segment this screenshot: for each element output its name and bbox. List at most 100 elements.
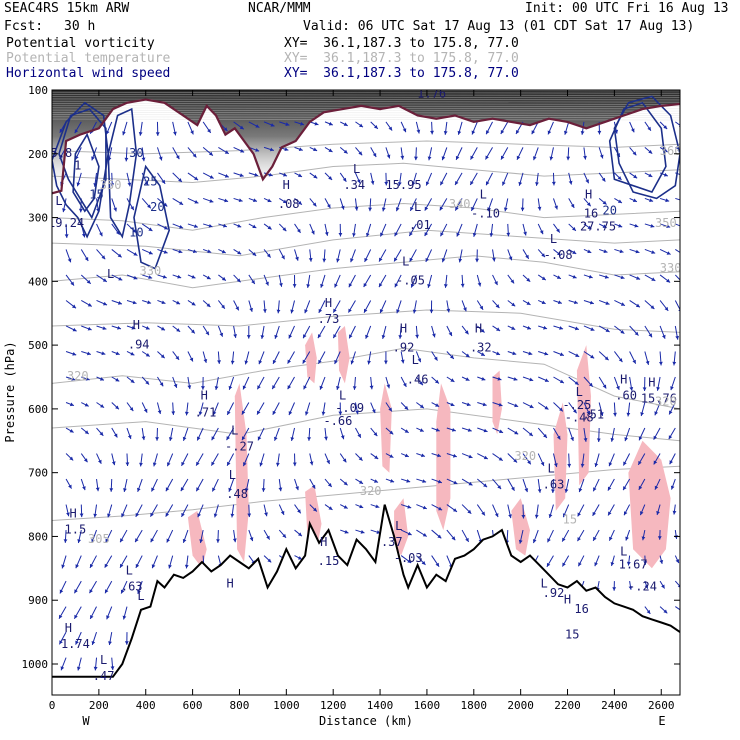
pv-shading (52, 90, 680, 194)
wind-arrow-head (593, 536, 597, 541)
wind-arrow-head (626, 412, 631, 417)
field-label-value: .94 (128, 337, 150, 351)
wind-arrow-head (85, 377, 90, 381)
field-label-L: L (126, 564, 133, 578)
wind-arrow-head (374, 125, 378, 129)
wind-arrow-head (592, 511, 596, 516)
wind-arrow-head (502, 181, 506, 186)
wind-arrow-head (526, 301, 531, 305)
wind-arrow-head (201, 386, 205, 390)
wind-arrow-head (311, 230, 315, 235)
wind-arrow-head (363, 283, 368, 288)
wind-arrow-head (672, 361, 677, 366)
wind-arrow-head (152, 462, 157, 467)
pv-2pvu-contour (52, 98, 680, 195)
wind-arrow-head (648, 149, 653, 154)
wind-arrow-head (616, 385, 620, 390)
wind-arrow-head (518, 181, 523, 186)
wind-arrow-head (264, 512, 268, 517)
wind-arrow-head (661, 584, 665, 589)
wind-arrow-head (243, 462, 247, 467)
wind-arrow-head (424, 232, 429, 237)
wind-arrow-head (625, 536, 629, 541)
wind-arrow-head (343, 149, 348, 154)
wind-arrow-head (404, 453, 409, 458)
wind-arrow-head (452, 453, 457, 458)
wind-arrow-head (483, 483, 488, 488)
wind-arrow-head (645, 360, 650, 365)
wind-arrow-head (670, 386, 674, 391)
wind-arrow-head (164, 226, 168, 230)
wind-arrow-head (115, 351, 120, 356)
pv-shade-line (52, 98, 680, 101)
wind-arrow-head (670, 485, 675, 490)
wind-arrow-head (340, 435, 345, 440)
wind-arrow-head (68, 484, 72, 489)
wind-arrow-head (663, 125, 668, 129)
wind-arrow-head (84, 257, 89, 261)
wind-arrow-head (206, 303, 211, 307)
wind-arrow-head (191, 329, 195, 334)
wind-arrow-head (103, 301, 107, 306)
field-label-H: H (201, 388, 208, 402)
wind-arrow-head (636, 276, 641, 280)
wind-arrow-shaft (675, 223, 680, 227)
wind-arrow-head (541, 276, 546, 280)
y-tick-label: 400 (28, 275, 48, 288)
wind-arrow-head (389, 454, 394, 458)
wind-arrow-head (467, 428, 472, 432)
wind-arrow-head (607, 486, 612, 491)
wind-arrow-head (305, 411, 309, 416)
wind-arrow-head (70, 281, 74, 286)
wind-arrow-head (634, 223, 639, 228)
wind-arrow-head (450, 355, 454, 359)
field-label-value: .01 (409, 218, 431, 232)
wind-arrow-head (91, 641, 96, 645)
wind-arrow-head (642, 387, 647, 391)
wind-arrow-head (98, 459, 102, 464)
wind-arrow-head (659, 361, 663, 366)
field-label-contour: 20 (150, 200, 164, 214)
wind-arrow-head (350, 258, 354, 263)
wind-arrow-head (531, 130, 536, 135)
wind-arrow-head (631, 128, 635, 133)
wind-arrow-head (455, 181, 459, 185)
wind-arrow-head (211, 461, 215, 466)
wind-arrow-head (76, 182, 81, 187)
terrain-line (52, 504, 680, 678)
wind-arrow-head (465, 353, 470, 358)
wind-arrow-head (348, 308, 352, 313)
field-label-value: 16 (584, 207, 598, 221)
field-label-L: L (480, 187, 487, 201)
wind-arrow-head (272, 385, 276, 390)
wind-arrow-head (394, 283, 399, 288)
wind-arrow-head (577, 512, 581, 517)
field-label-H: H (475, 321, 482, 335)
wind-arrow-head (644, 584, 649, 589)
wind-arrow-head (646, 609, 651, 614)
wind-arrow-head (221, 304, 225, 309)
field-label-value: 27.75 (580, 219, 616, 233)
y-tick-label: 1000 (22, 658, 49, 671)
field-label-H: H (400, 321, 407, 335)
pv-shade-line (52, 112, 680, 114)
wind-arrow-head (482, 402, 487, 407)
wind-arrow-head (122, 615, 127, 620)
wind-arrow-head (75, 564, 79, 569)
field-label-H: H (65, 621, 72, 635)
wind-arrow-head (235, 306, 239, 311)
wind-arrow-head (599, 412, 604, 416)
wind-arrow-head (463, 307, 467, 312)
wind-arrow-head (295, 486, 299, 491)
field-label-H: H (585, 187, 592, 201)
x-tick-label: 200 (89, 699, 109, 712)
wind-arrow-head (334, 360, 338, 364)
wind-arrow-head (158, 156, 163, 161)
theta-contour-line (52, 162, 680, 184)
field-label-value: .32 (470, 341, 492, 355)
wind-arrow-head (349, 334, 353, 339)
wind-arrow-head (318, 308, 323, 313)
wind-arrow-head (359, 123, 363, 128)
wind-arrow-head (342, 458, 347, 463)
wind-arrow-head (282, 533, 286, 538)
